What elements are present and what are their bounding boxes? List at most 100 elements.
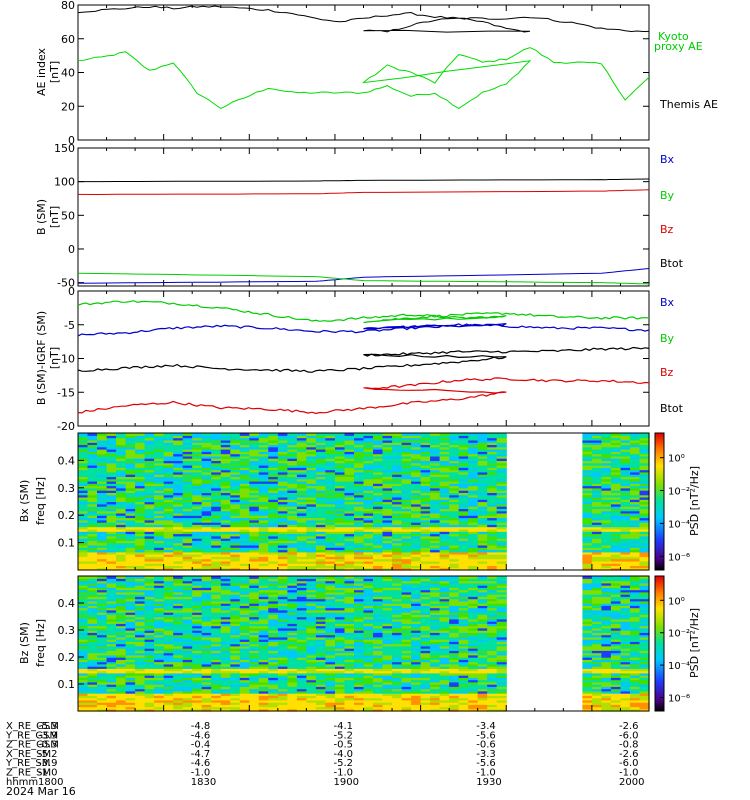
spectrogram-cell: [268, 699, 279, 703]
spectrogram-cell: [325, 455, 336, 459]
spectrogram-cell: [182, 522, 193, 525]
spectrogram-cell: [344, 623, 355, 627]
spectrogram-cell: [477, 524, 488, 528]
spectrogram-cell: [78, 499, 89, 503]
spectrogram-cell: [173, 506, 184, 509]
spectrogram-cell: [135, 600, 146, 604]
spectrogram-cell: [135, 508, 146, 512]
spectrogram-cell: [296, 565, 307, 569]
spectrogram-cell: [163, 538, 174, 541]
spectrogram-cell: [154, 576, 165, 579]
spectrogram-cell: [154, 582, 165, 586]
spectrogram-cell: [163, 598, 174, 602]
spectrogram-cell: [449, 533, 460, 537]
spectrogram-cell: [306, 596, 317, 600]
spectrogram-cell: [392, 492, 403, 496]
spectrogram-cell: [439, 496, 450, 500]
spectrogram-cell: [287, 672, 298, 676]
spectrogram-cell: [125, 506, 136, 509]
spectrogram-cell: [477, 433, 488, 436]
spectrogram-cell: [335, 603, 346, 606]
spectrogram-cell: [97, 478, 108, 482]
spectrogram-cell: [97, 704, 108, 708]
spectrogram-cell: [335, 499, 346, 503]
spectrogram-cell: [173, 645, 184, 649]
spectrogram-cell: [154, 542, 165, 546]
spectrogram-cell: [135, 704, 146, 708]
spectrogram-cell: [315, 650, 326, 654]
spectrogram-cell: [220, 582, 231, 586]
spectrogram-cell: [87, 487, 98, 491]
spectrogram-cell: [306, 508, 317, 512]
spectrogram-cell: [239, 540, 250, 544]
spectrogram-cell: [144, 490, 155, 493]
spectrogram-cell: [639, 492, 650, 496]
spectrogram-cell: [154, 522, 165, 525]
spectrogram-cell: [173, 587, 184, 591]
spectrogram-cell: [135, 697, 146, 701]
spectrogram-cell: [306, 435, 317, 439]
spectrogram-cell: [192, 519, 203, 523]
spectrogram-cell: [268, 528, 279, 532]
spectrogram-cell: [78, 522, 89, 525]
spectrogram-cell: [610, 499, 621, 503]
spectrogram-cell: [106, 609, 117, 613]
spectrogram-cell: [116, 684, 127, 687]
spectrogram-cell: [449, 483, 460, 487]
spectrogram-cell: [630, 542, 641, 546]
spectrogram-cell: [144, 538, 155, 541]
spectrogram-cell: [192, 480, 203, 484]
spectrogram-cell: [582, 439, 593, 443]
spectrogram-cell: [277, 565, 288, 569]
spectrogram-cell: [97, 614, 108, 618]
spectrogram-cell: [125, 462, 136, 466]
spectrogram-cell: [106, 512, 117, 516]
spectrogram-cell: [87, 576, 98, 579]
spectrogram-cell: [201, 480, 212, 484]
spectrogram-cell: [344, 492, 355, 496]
spectrogram-cell: [182, 524, 193, 528]
spectrogram-cell: [192, 706, 203, 710]
spectrogram-cell: [468, 510, 479, 514]
spectrogram-cell: [144, 672, 155, 676]
spectrogram-cell: [449, 558, 460, 562]
spectrogram-cell: [87, 533, 98, 537]
spectrogram-cell: [344, 458, 355, 461]
spectrogram-cell: [173, 526, 184, 530]
spectrogram-cell: [287, 515, 298, 519]
spectrogram-cell: [277, 531, 288, 535]
spectrogram-cell: [154, 693, 165, 696]
spectrogram-cell: [249, 609, 260, 613]
spectrogram-cell: [392, 549, 403, 553]
spectrogram-cell: [639, 465, 650, 468]
spectrogram-cell: [87, 702, 98, 705]
spectrogram-cell: [449, 551, 460, 555]
spectrogram-cell: [230, 670, 241, 674]
spectrogram-cell: [135, 587, 146, 591]
spectrogram-cell: [249, 469, 260, 473]
spectrogram-cell: [601, 560, 612, 564]
spectrogram-cell: [116, 560, 127, 564]
spectrogram-cell: [420, 558, 431, 562]
spectrogram-cell: [258, 668, 269, 672]
spectrogram-cell: [78, 621, 89, 624]
spectrogram-cell: [487, 549, 498, 553]
spectrogram-cell: [287, 591, 298, 595]
spectrogram-cell: [106, 625, 117, 629]
spectrogram-cell: [287, 512, 298, 516]
spectrogram-cell: [363, 706, 374, 710]
spectrogram-cell: [392, 508, 403, 512]
spectrogram-cell: [173, 435, 184, 439]
spectrogram-cell: [201, 634, 212, 638]
spectrogram-cell: [116, 442, 127, 445]
spectrogram-cell: [630, 480, 641, 484]
spectrogram-cell: [106, 657, 117, 660]
spectrogram-cell: [106, 699, 117, 703]
spectrogram-cell: [287, 469, 298, 473]
spectrogram-cell: [239, 526, 250, 530]
spectrogram-cell: [315, 585, 326, 588]
spectrogram-cell: [401, 508, 412, 512]
spectrogram-cell: [392, 467, 403, 471]
spectrogram-cell: [296, 603, 307, 606]
spectrogram-cell: [211, 708, 222, 712]
